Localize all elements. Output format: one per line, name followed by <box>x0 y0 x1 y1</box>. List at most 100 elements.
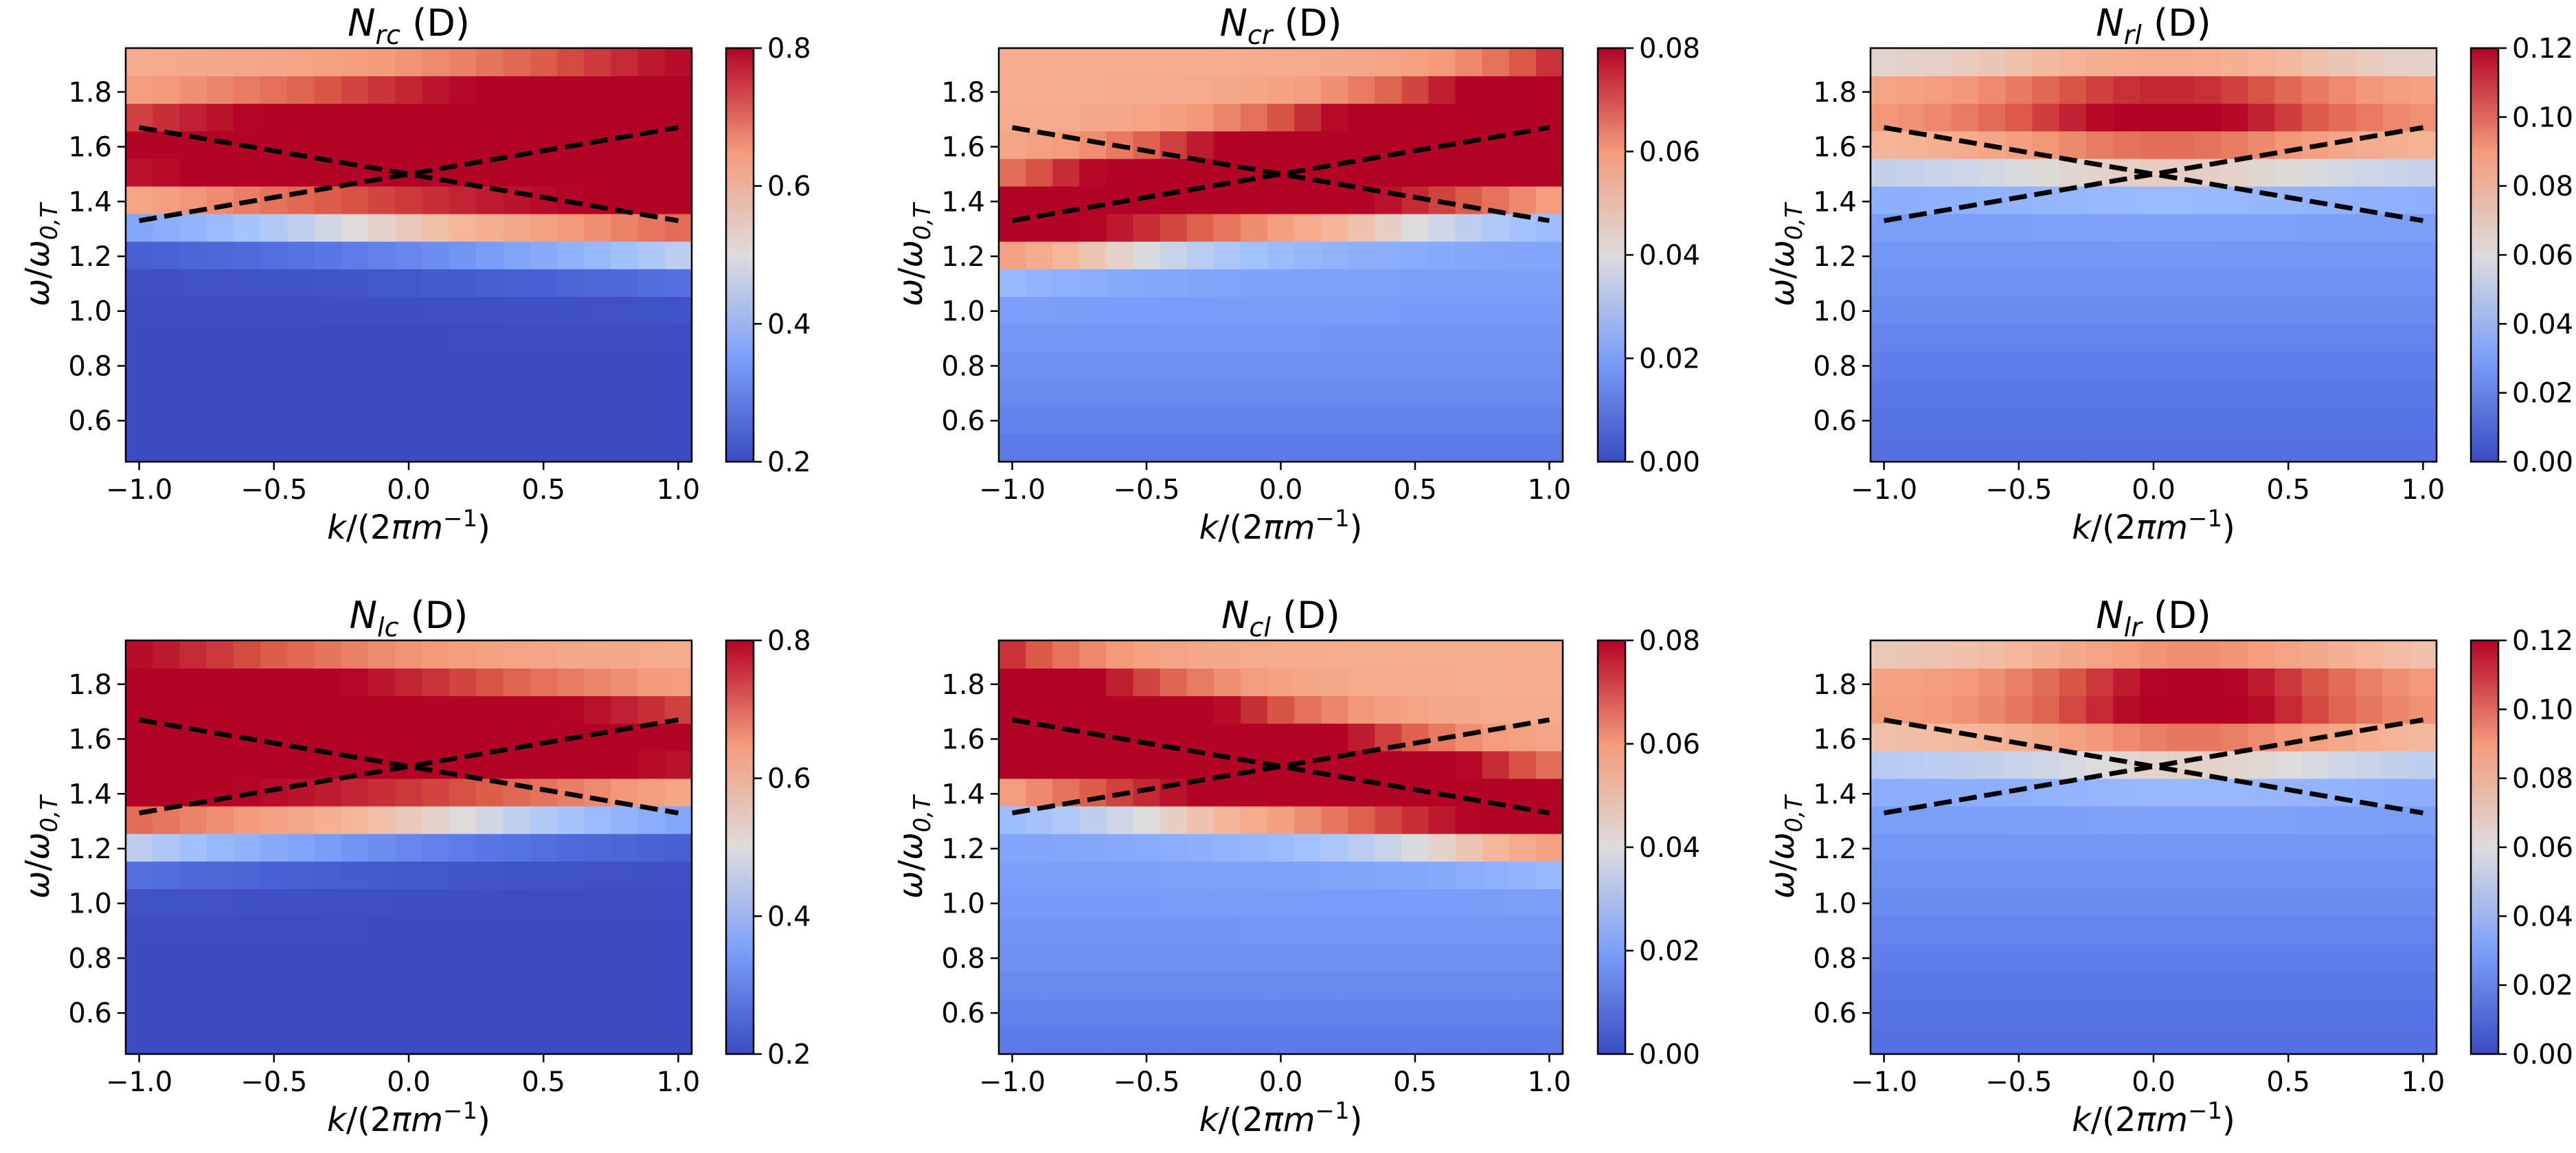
heatmap-cell <box>126 406 154 435</box>
heatmap-cell <box>1455 695 1483 724</box>
heatmap-cell <box>476 805 504 834</box>
heatmap-cell <box>260 296 289 325</box>
heatmap-cell <box>503 971 531 1000</box>
heatmap-cell <box>1321 48 1349 76</box>
heatmap-cell <box>152 640 181 669</box>
heatmap-cell <box>287 434 315 462</box>
heatmap-cell <box>287 269 315 297</box>
colorbar-tick-label: 0.00 <box>2512 1039 2573 1071</box>
heatmap-cell <box>422 805 450 834</box>
heatmap-cell <box>2140 379 2168 407</box>
heatmap-cell <box>1871 158 1899 187</box>
heatmap-cell <box>2248 379 2276 407</box>
heatmap-cell <box>368 131 396 159</box>
heatmap-cell <box>1951 324 1979 352</box>
heatmap-cell <box>2086 186 2114 214</box>
heatmap-cell <box>368 971 396 1000</box>
heatmap-cell <box>530 1026 558 1055</box>
heatmap-cell <box>2140 186 2168 214</box>
heatmap-cell <box>1186 434 1214 462</box>
heatmap-cell <box>1455 1026 1483 1055</box>
heatmap-cell <box>476 131 504 159</box>
heatmap-cell <box>2193 103 2222 132</box>
heatmap-cell <box>1052 269 1081 297</box>
heatmap-cell <box>341 916 369 945</box>
heatmap-cell <box>260 668 289 697</box>
heatmap-cell <box>1482 434 1510 462</box>
heatmap-cell <box>1535 351 1563 380</box>
y-tick-label: 0.6 <box>1813 405 1857 437</box>
heatmap-cell <box>2113 778 2141 807</box>
heatmap-cell <box>395 1026 423 1055</box>
heatmap-cell <box>476 723 504 752</box>
heatmap-cell <box>2086 778 2114 807</box>
heatmap-cell <box>2355 324 2384 352</box>
heatmap-cell <box>1482 750 1510 779</box>
heatmap-cell <box>1924 998 1952 1027</box>
heatmap-cell <box>179 434 207 462</box>
heatmap-cell <box>2274 916 2303 945</box>
heatmap-cell <box>1924 296 1952 325</box>
heatmap-cell <box>1267 434 1295 462</box>
heatmap-cell <box>206 158 234 187</box>
heatmap-cell <box>1871 916 1899 945</box>
heatmap-cell <box>2409 406 2437 435</box>
heatmap-cell <box>2005 351 2033 380</box>
heatmap-cell <box>2113 48 2141 76</box>
dashed-line-2 <box>1011 125 1550 223</box>
heatmap-cell <box>611 351 639 380</box>
heatmap-cell <box>1509 269 1537 297</box>
dashed-line-1 <box>1011 125 1550 223</box>
y-tick-label: 1.2 <box>941 833 985 865</box>
heatmap-cell <box>2382 943 2410 972</box>
heatmap-cell <box>422 296 450 325</box>
heatmap-cell <box>422 971 450 1000</box>
heatmap-cell <box>2167 861 2195 889</box>
heatmap-cell <box>1535 269 1563 297</box>
heatmap-cell <box>1482 296 1510 325</box>
heatmap-cell <box>1482 406 1510 435</box>
heatmap-cell <box>179 48 207 76</box>
heatmap-cell <box>2355 240 2384 269</box>
heatmap-cell <box>611 240 639 269</box>
heatmap-cell <box>1428 406 1456 435</box>
heatmap-cell <box>2301 76 2329 104</box>
heatmap-cell <box>233 888 261 917</box>
heatmap-cell <box>1375 240 1403 269</box>
heatmap-cell <box>2382 668 2410 697</box>
heatmap-cell <box>999 888 1026 917</box>
heatmap-cell <box>2355 971 2384 1000</box>
x-axis-label: k/(2πm−1) <box>327 1097 490 1139</box>
heatmap-cell <box>556 434 585 462</box>
heatmap-cell <box>530 240 558 269</box>
heatmap-cell <box>1924 324 1952 352</box>
heatmap-cell <box>2032 668 2060 697</box>
heatmap-cell <box>260 158 289 187</box>
heatmap-cell <box>1321 668 1349 697</box>
heatmap-cell <box>1106 916 1134 945</box>
heatmap-cell <box>1509 668 1537 697</box>
heatmap-cell <box>341 131 369 159</box>
heatmap-cell <box>664 888 692 917</box>
heatmap-cell <box>2248 888 2276 917</box>
heatmap-cell <box>449 434 477 462</box>
heatmap-cell <box>1871 861 1899 889</box>
heatmap-cell <box>2059 213 2087 242</box>
heatmap-cell <box>556 640 585 669</box>
heatmap-cell <box>1401 668 1430 697</box>
heatmap-cell <box>999 943 1026 972</box>
heatmap-cell <box>1924 861 1952 889</box>
heatmap-cell <box>2005 1026 2033 1055</box>
heatmap-cell <box>2355 805 2384 834</box>
heatmap-cell <box>2032 158 2060 187</box>
heatmap-cell <box>1924 888 1952 917</box>
heatmap-cell <box>2329 943 2357 972</box>
heatmap-cell <box>179 103 207 132</box>
heatmap-cell <box>637 296 666 325</box>
x-tick-label: −0.5 <box>1985 474 2052 506</box>
heatmap-cell <box>2113 998 2141 1027</box>
heatmap-cell <box>314 998 342 1027</box>
heatmap-cell <box>206 1026 234 1055</box>
heatmap-cell <box>1897 186 1925 214</box>
heatmap-cell <box>1535 48 1563 76</box>
